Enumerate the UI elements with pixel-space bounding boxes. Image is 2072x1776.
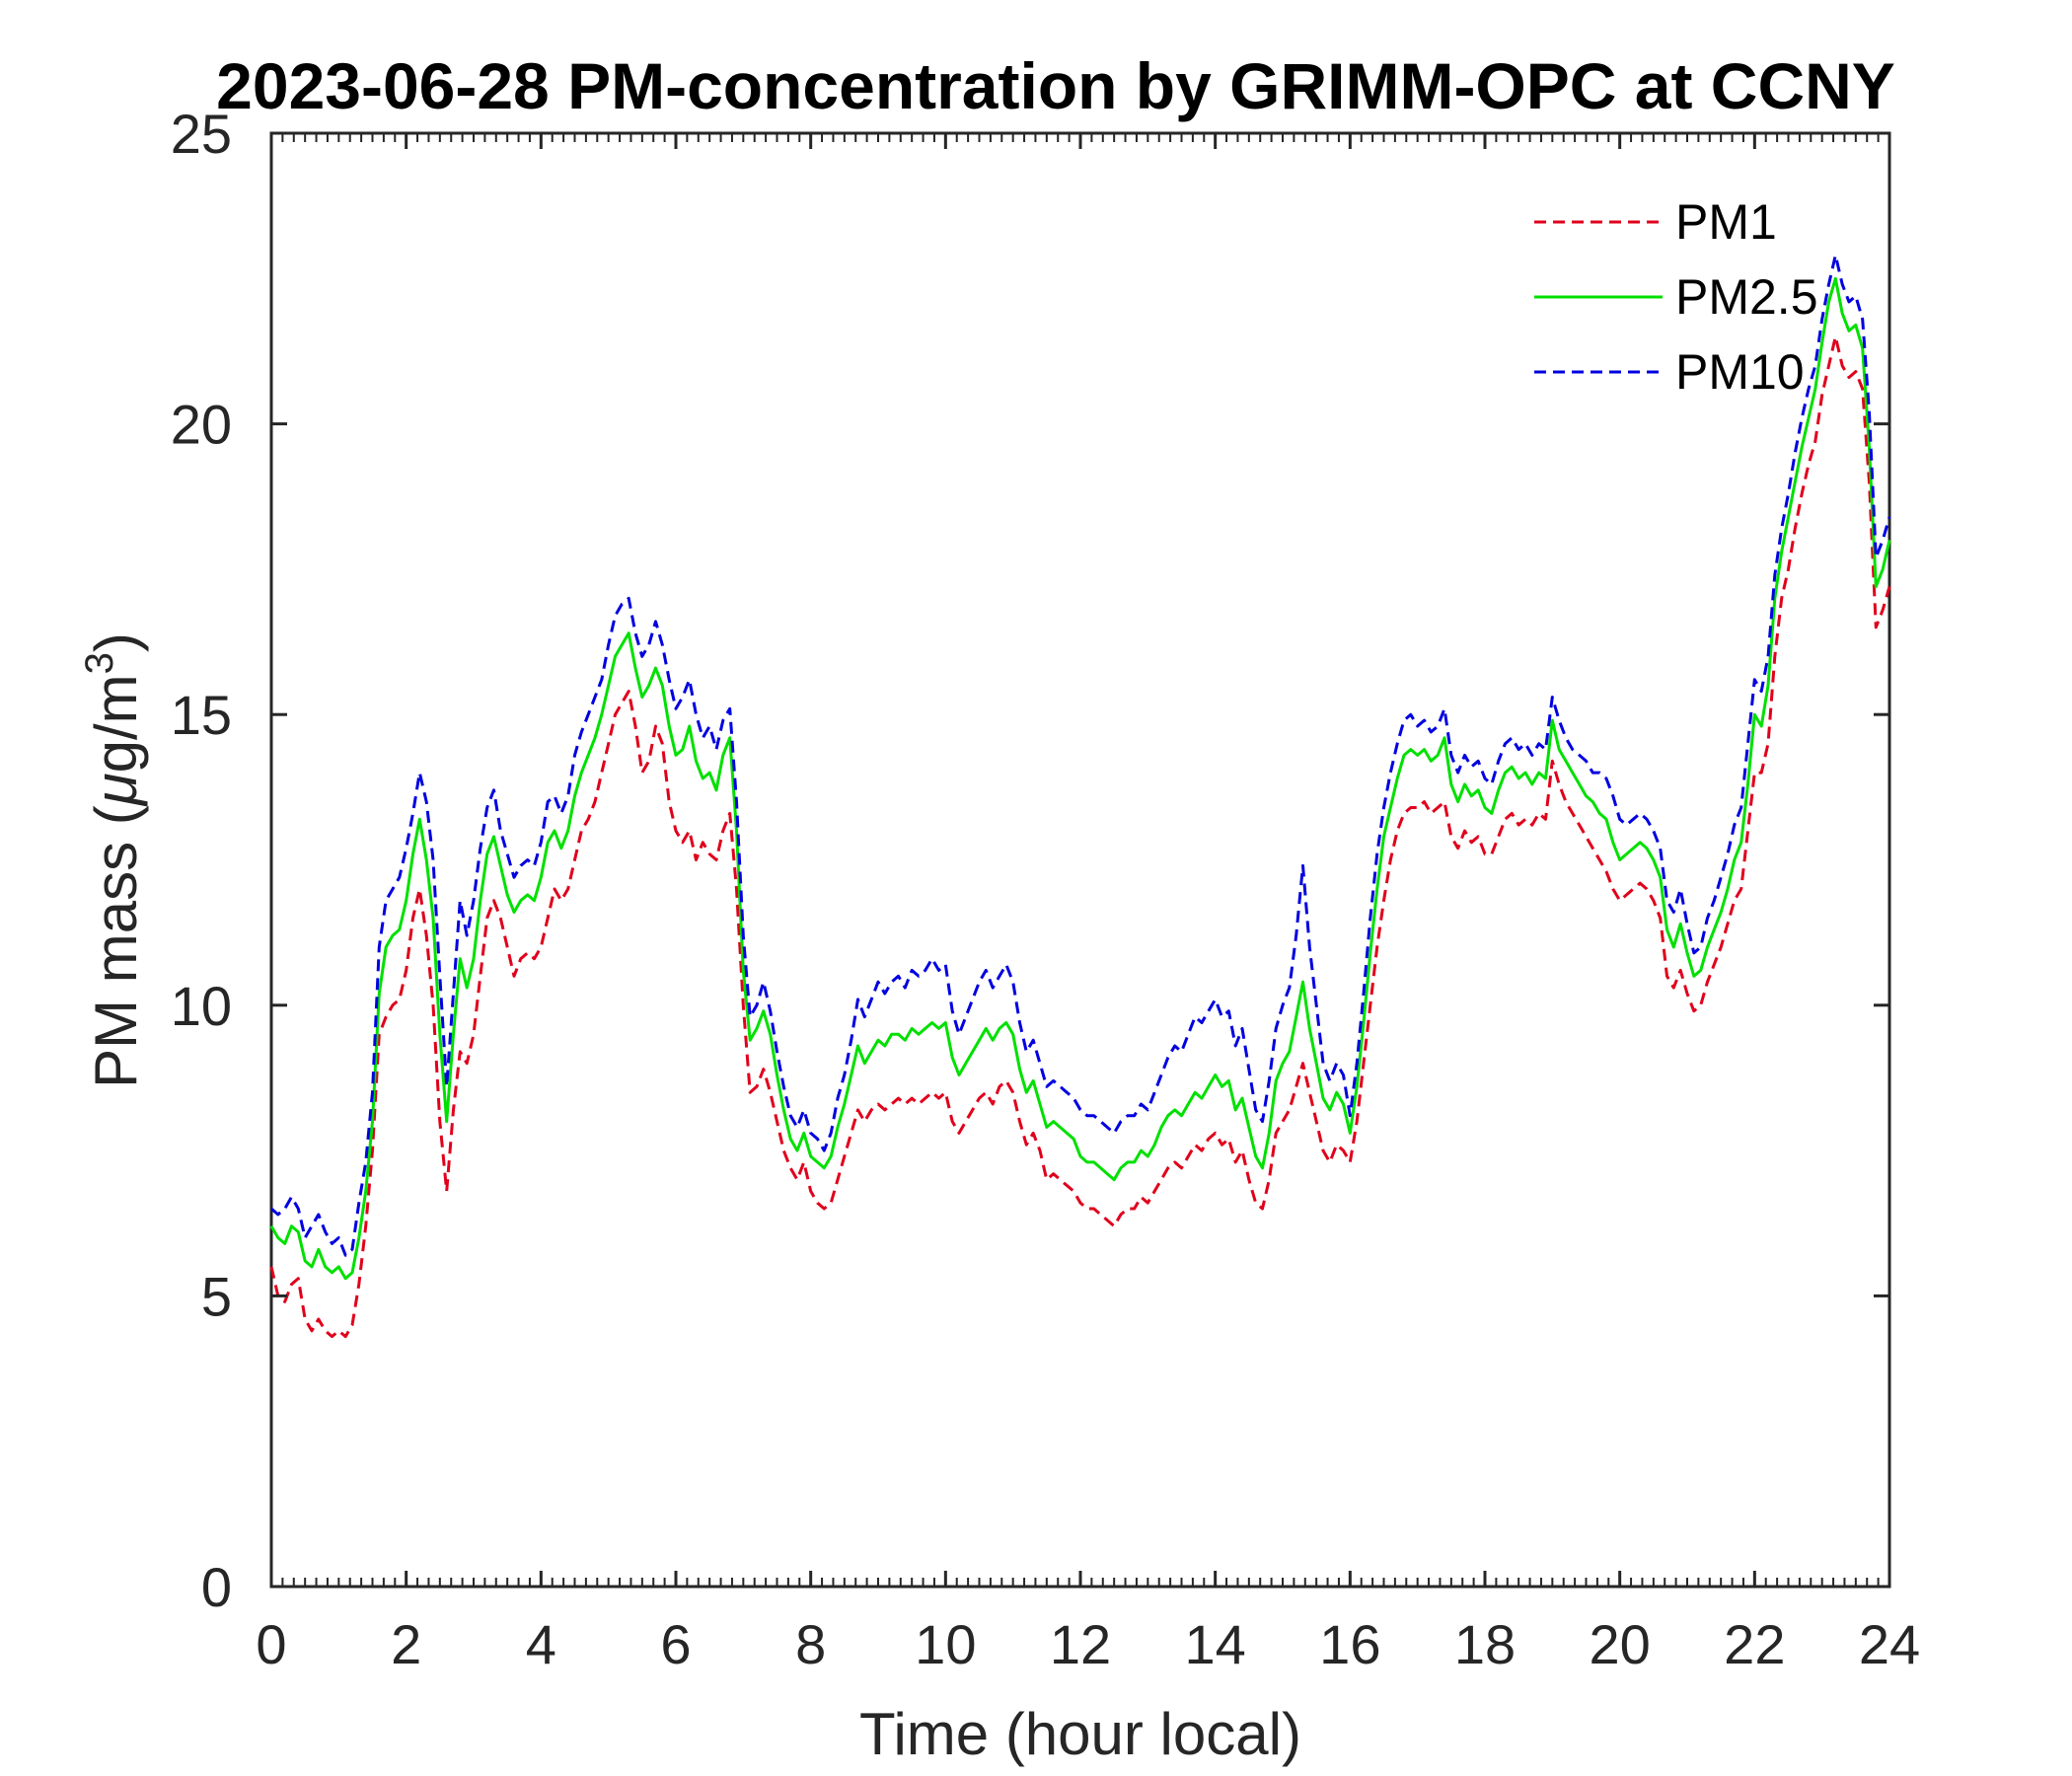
legend-label-pm25: PM2.5 xyxy=(1675,269,1818,325)
series-line-pm25 xyxy=(269,276,1891,1281)
y-tick-label: 20 xyxy=(171,394,232,456)
x-tick-label: 4 xyxy=(526,1613,556,1675)
x-tick-labels: 0 2 4 6 8 10 12 14 16 18 20 22 24 xyxy=(256,1613,1920,1675)
y-tick-label: 15 xyxy=(171,684,232,746)
x-tick-label: 2 xyxy=(391,1613,421,1675)
series-layer xyxy=(269,254,1891,1339)
minor-ticks xyxy=(281,133,1880,1587)
y-axis-label: PM mass (μg/m3) xyxy=(78,632,149,1088)
x-tick-label: 20 xyxy=(1590,1613,1651,1675)
legend-label-pm10: PM10 xyxy=(1675,344,1805,400)
y-tick-labels: 0 5 10 15 20 25 xyxy=(171,103,232,1618)
series-line-pm1 xyxy=(269,334,1891,1339)
y-tick-label: 10 xyxy=(171,975,232,1037)
legend: PM1 PM2.5 PM10 xyxy=(1534,194,1818,400)
series-line-pm10 xyxy=(270,254,1891,1257)
y-tick-label: 0 xyxy=(201,1556,232,1618)
y-axis-label-superscript: 3 xyxy=(78,652,121,674)
legend-label-pm1: PM1 xyxy=(1675,194,1777,250)
major-ticks xyxy=(269,131,1891,1589)
axes-box xyxy=(269,131,1891,1589)
x-tick-label: 24 xyxy=(1859,1613,1920,1675)
chart-title: 2023-06-28 PM-concentration by GRIMM-OPC… xyxy=(216,49,1895,122)
x-tick-label: 16 xyxy=(1319,1613,1380,1675)
y-axis-label-prefix: PM mass ( xyxy=(83,805,149,1088)
x-tick-label: 22 xyxy=(1724,1613,1785,1675)
y-axis-label-suffix: ) xyxy=(83,632,149,652)
y-tick-label: 25 xyxy=(171,103,232,165)
x-tick-label: 8 xyxy=(795,1613,826,1675)
y-axis-label-unit: g/m xyxy=(83,674,149,773)
x-tick-label: 0 xyxy=(256,1613,286,1675)
plot-area xyxy=(269,131,1891,1589)
x-tick-label: 14 xyxy=(1185,1613,1246,1675)
x-tick-label: 12 xyxy=(1050,1613,1111,1675)
x-tick-label: 18 xyxy=(1454,1613,1516,1675)
y-axis-label-mu: μ xyxy=(83,773,149,807)
x-tick-label: 10 xyxy=(915,1613,976,1675)
y-tick-label: 5 xyxy=(201,1265,232,1327)
x-tick-label: 6 xyxy=(660,1613,691,1675)
x-axis-label: Time (hour local) xyxy=(859,1701,1301,1767)
